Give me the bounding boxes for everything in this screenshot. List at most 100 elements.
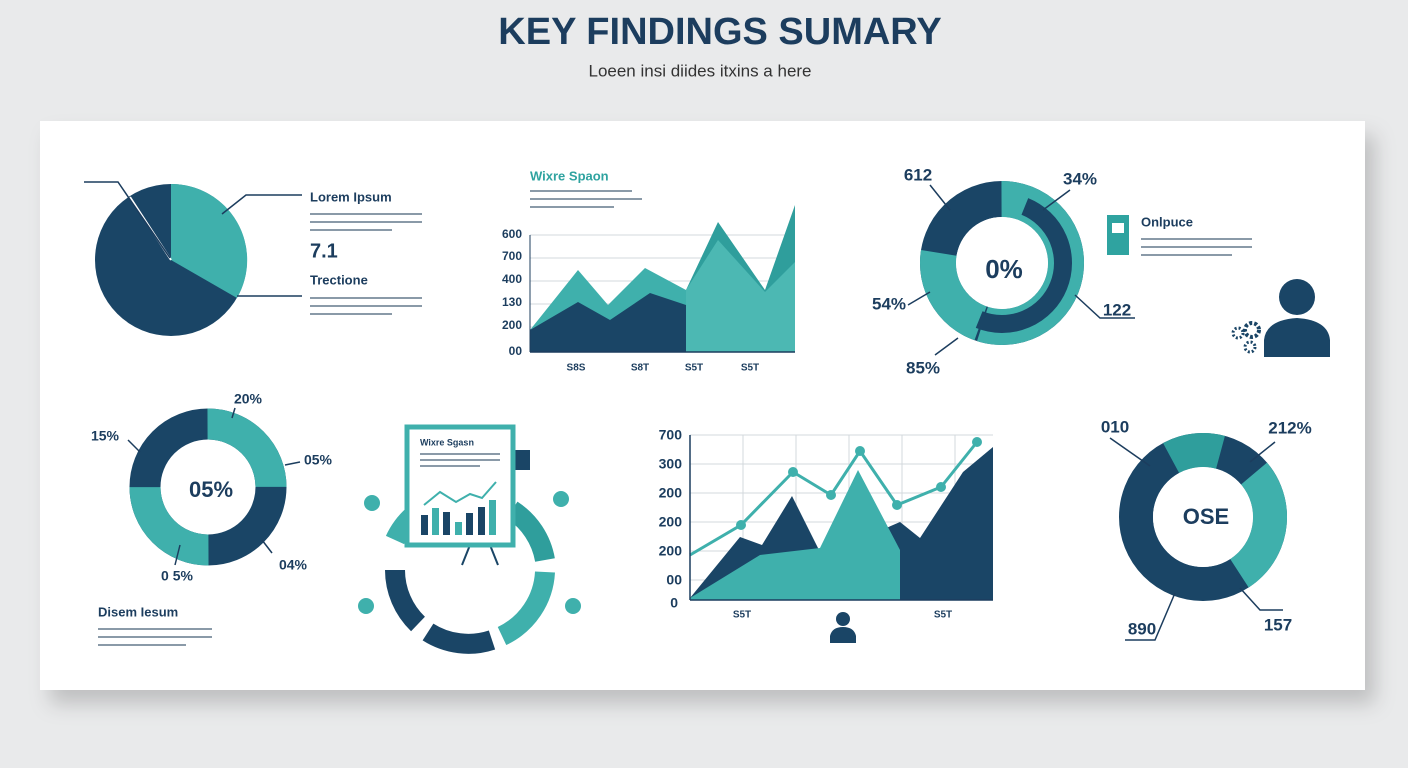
point (788, 467, 798, 477)
y-label: 700 (502, 249, 522, 263)
ring-panel: 05% 20% 15% 05% 0 5% 04% Disem Iesum (91, 391, 333, 646)
subheading: Trectione (310, 272, 368, 287)
ring-slice (129, 408, 287, 566)
leader (1239, 587, 1283, 611)
label: 212% (1268, 418, 1311, 437)
heading: Disem Iesum (98, 604, 178, 619)
board-bar (466, 513, 473, 535)
line (689, 441, 979, 557)
label: 0 5% (161, 568, 193, 584)
label: 54% (872, 294, 906, 313)
ring-segment (385, 569, 426, 632)
person-icon (836, 612, 850, 626)
gear-icon (358, 598, 374, 614)
gear-icon (364, 495, 380, 511)
label: 010 (1101, 417, 1129, 436)
inner-arc (975, 198, 1072, 333)
donut-slice (1119, 433, 1287, 601)
board-line (423, 481, 497, 506)
pie-panel: Lorem Ipsum 7.1 Trectione (84, 181, 422, 336)
x-label: S5T (685, 363, 703, 374)
x-label: S8T (631, 363, 649, 374)
leader (1042, 189, 1071, 211)
ring-segment (506, 501, 555, 563)
label: 122 (1103, 300, 1131, 319)
y-label: 200 (502, 318, 522, 332)
point (892, 500, 902, 510)
leader (934, 337, 959, 356)
label: 15% (91, 428, 120, 444)
subtitle: Loeen insi diides itxins a here (588, 61, 811, 80)
y-label: 200 (659, 485, 683, 501)
label: 157 (1264, 615, 1292, 634)
leader (261, 539, 273, 554)
leader (1249, 441, 1276, 463)
y-label: 200 (659, 543, 683, 559)
title: KEY FINDINGS SUMARY (498, 11, 941, 53)
tab (513, 450, 530, 470)
x-label: S5T (733, 610, 751, 621)
label: 04% (279, 557, 308, 573)
y-label: 200 (659, 514, 683, 530)
center-label: 0% (985, 254, 1023, 284)
area (530, 293, 686, 352)
leader (907, 291, 931, 306)
leader (174, 544, 181, 566)
center-label: 05% (189, 477, 233, 502)
line-panel: 700 300 200 200 200 00 0 S5T S5T (659, 427, 993, 643)
gear-icon (1243, 321, 1261, 339)
heading: Onlpuce (1141, 214, 1193, 229)
y-label: 300 (659, 456, 683, 472)
leader (127, 439, 141, 453)
point (972, 437, 982, 447)
leader (1125, 592, 1176, 641)
donut-slice (1119, 433, 1287, 601)
gear-icon (1243, 340, 1257, 354)
leader (929, 184, 951, 211)
ring-segment (422, 623, 496, 654)
y-label: 600 (502, 227, 522, 241)
gear-icon (1231, 326, 1245, 340)
y-label: 0 (670, 595, 678, 611)
board-panel: Wixre Sgasn (358, 424, 581, 654)
heading: Lorem Ipsum (310, 189, 392, 204)
gear-icon (565, 598, 581, 614)
y-label: 00 (509, 344, 523, 358)
area (690, 470, 900, 600)
ring-slice (129, 408, 287, 566)
pie-slice (171, 183, 248, 298)
label: 34% (1063, 169, 1097, 188)
y-label: 400 (502, 272, 522, 286)
x-label: S5T (934, 610, 952, 621)
donut-panel: 0% 612 34% 54% 122 85% Onlpuce (872, 165, 1330, 377)
board-bar (432, 508, 439, 535)
point (826, 490, 836, 500)
donut-hole (956, 217, 1048, 309)
x-label: S5T (741, 363, 759, 374)
donut-hole (1153, 467, 1253, 567)
stand (461, 544, 471, 566)
label: 20% (234, 391, 263, 407)
ring-hole (161, 440, 255, 534)
value: 7.1 (310, 240, 338, 262)
x-label: S8S (567, 363, 586, 374)
gear-icon (553, 491, 569, 507)
stand (489, 544, 499, 566)
y-label: 130 (502, 295, 522, 309)
icon (1107, 215, 1129, 255)
icon (1112, 223, 1124, 233)
board-bar (478, 507, 485, 535)
leader (1074, 294, 1135, 319)
board-bar (455, 522, 462, 535)
board-bar (489, 500, 496, 535)
person-icon (830, 627, 856, 643)
y-label: 00 (666, 572, 682, 588)
leader (284, 461, 301, 466)
leader (84, 181, 171, 259)
leader (231, 407, 236, 419)
board-title: Wixre Sgasn (420, 437, 474, 447)
y-label: 700 (659, 427, 683, 443)
person-icon (1279, 279, 1315, 315)
board-bar (421, 515, 428, 535)
